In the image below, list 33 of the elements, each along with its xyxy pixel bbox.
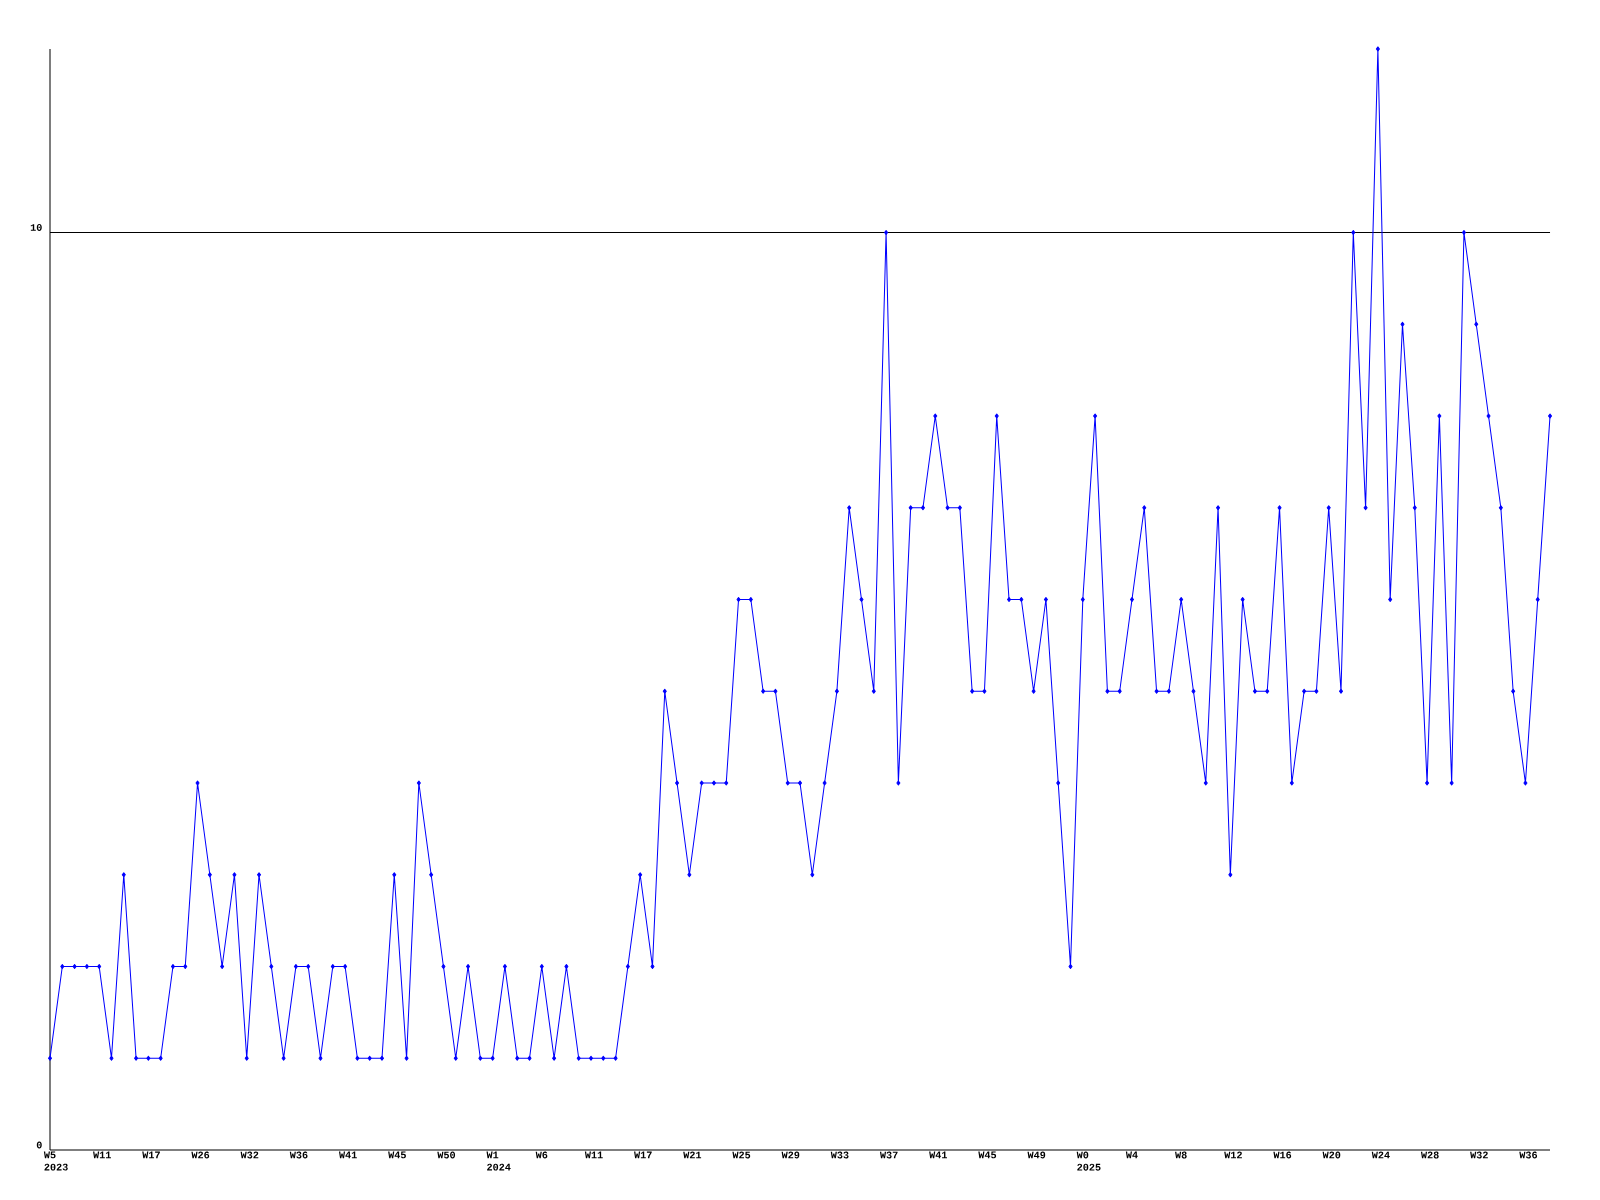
x-tick-label: W1 2024: [486, 1151, 511, 1171]
x-tick-label: W41: [929, 1151, 948, 1159]
x-tick-label: W6: [535, 1151, 548, 1159]
x-tick-label: W17: [634, 1151, 652, 1159]
x-tick-label: W25: [732, 1151, 751, 1159]
x-tick-label: W12: [1224, 1151, 1242, 1159]
x-tick-label: W33: [830, 1151, 849, 1159]
x-tick-label: W29: [781, 1151, 800, 1159]
x-tick-label: W4: [1125, 1151, 1138, 1159]
x-tick-label: W11: [584, 1151, 603, 1159]
x-tick-label: W45: [388, 1151, 406, 1159]
x-tick-label: W21: [683, 1151, 702, 1159]
x-tick-label: W37: [879, 1151, 898, 1159]
x-tick-label: W26: [191, 1151, 210, 1159]
x-tick-label: W5 2023: [43, 1151, 68, 1171]
x-tick-label: W0 2025: [1076, 1151, 1101, 1171]
x-tick-label: W32: [1470, 1151, 1488, 1159]
y-tick-label: 10: [30, 224, 42, 231]
x-tick-label: W32: [240, 1151, 259, 1159]
x-tick-label: W8: [1175, 1151, 1187, 1159]
y-tick-label: 0: [36, 1141, 42, 1149]
x-tick-label: W11: [93, 1151, 111, 1159]
x-tick-label: W36: [1519, 1151, 1538, 1159]
x-tick-label: W50: [437, 1151, 456, 1159]
x-tick-label: W49: [1027, 1151, 1046, 1159]
x-tick-label: W24: [1371, 1151, 1390, 1159]
x-tick-label: W45: [978, 1151, 997, 1159]
x-tick-label: W20: [1322, 1151, 1341, 1159]
x-tick-label: W36: [289, 1151, 308, 1159]
x-tick-label: W16: [1273, 1151, 1292, 1159]
x-tick-label: W28: [1420, 1151, 1439, 1159]
x-tick-label: W41: [338, 1151, 357, 1159]
x-tick-label: W17: [142, 1151, 160, 1159]
